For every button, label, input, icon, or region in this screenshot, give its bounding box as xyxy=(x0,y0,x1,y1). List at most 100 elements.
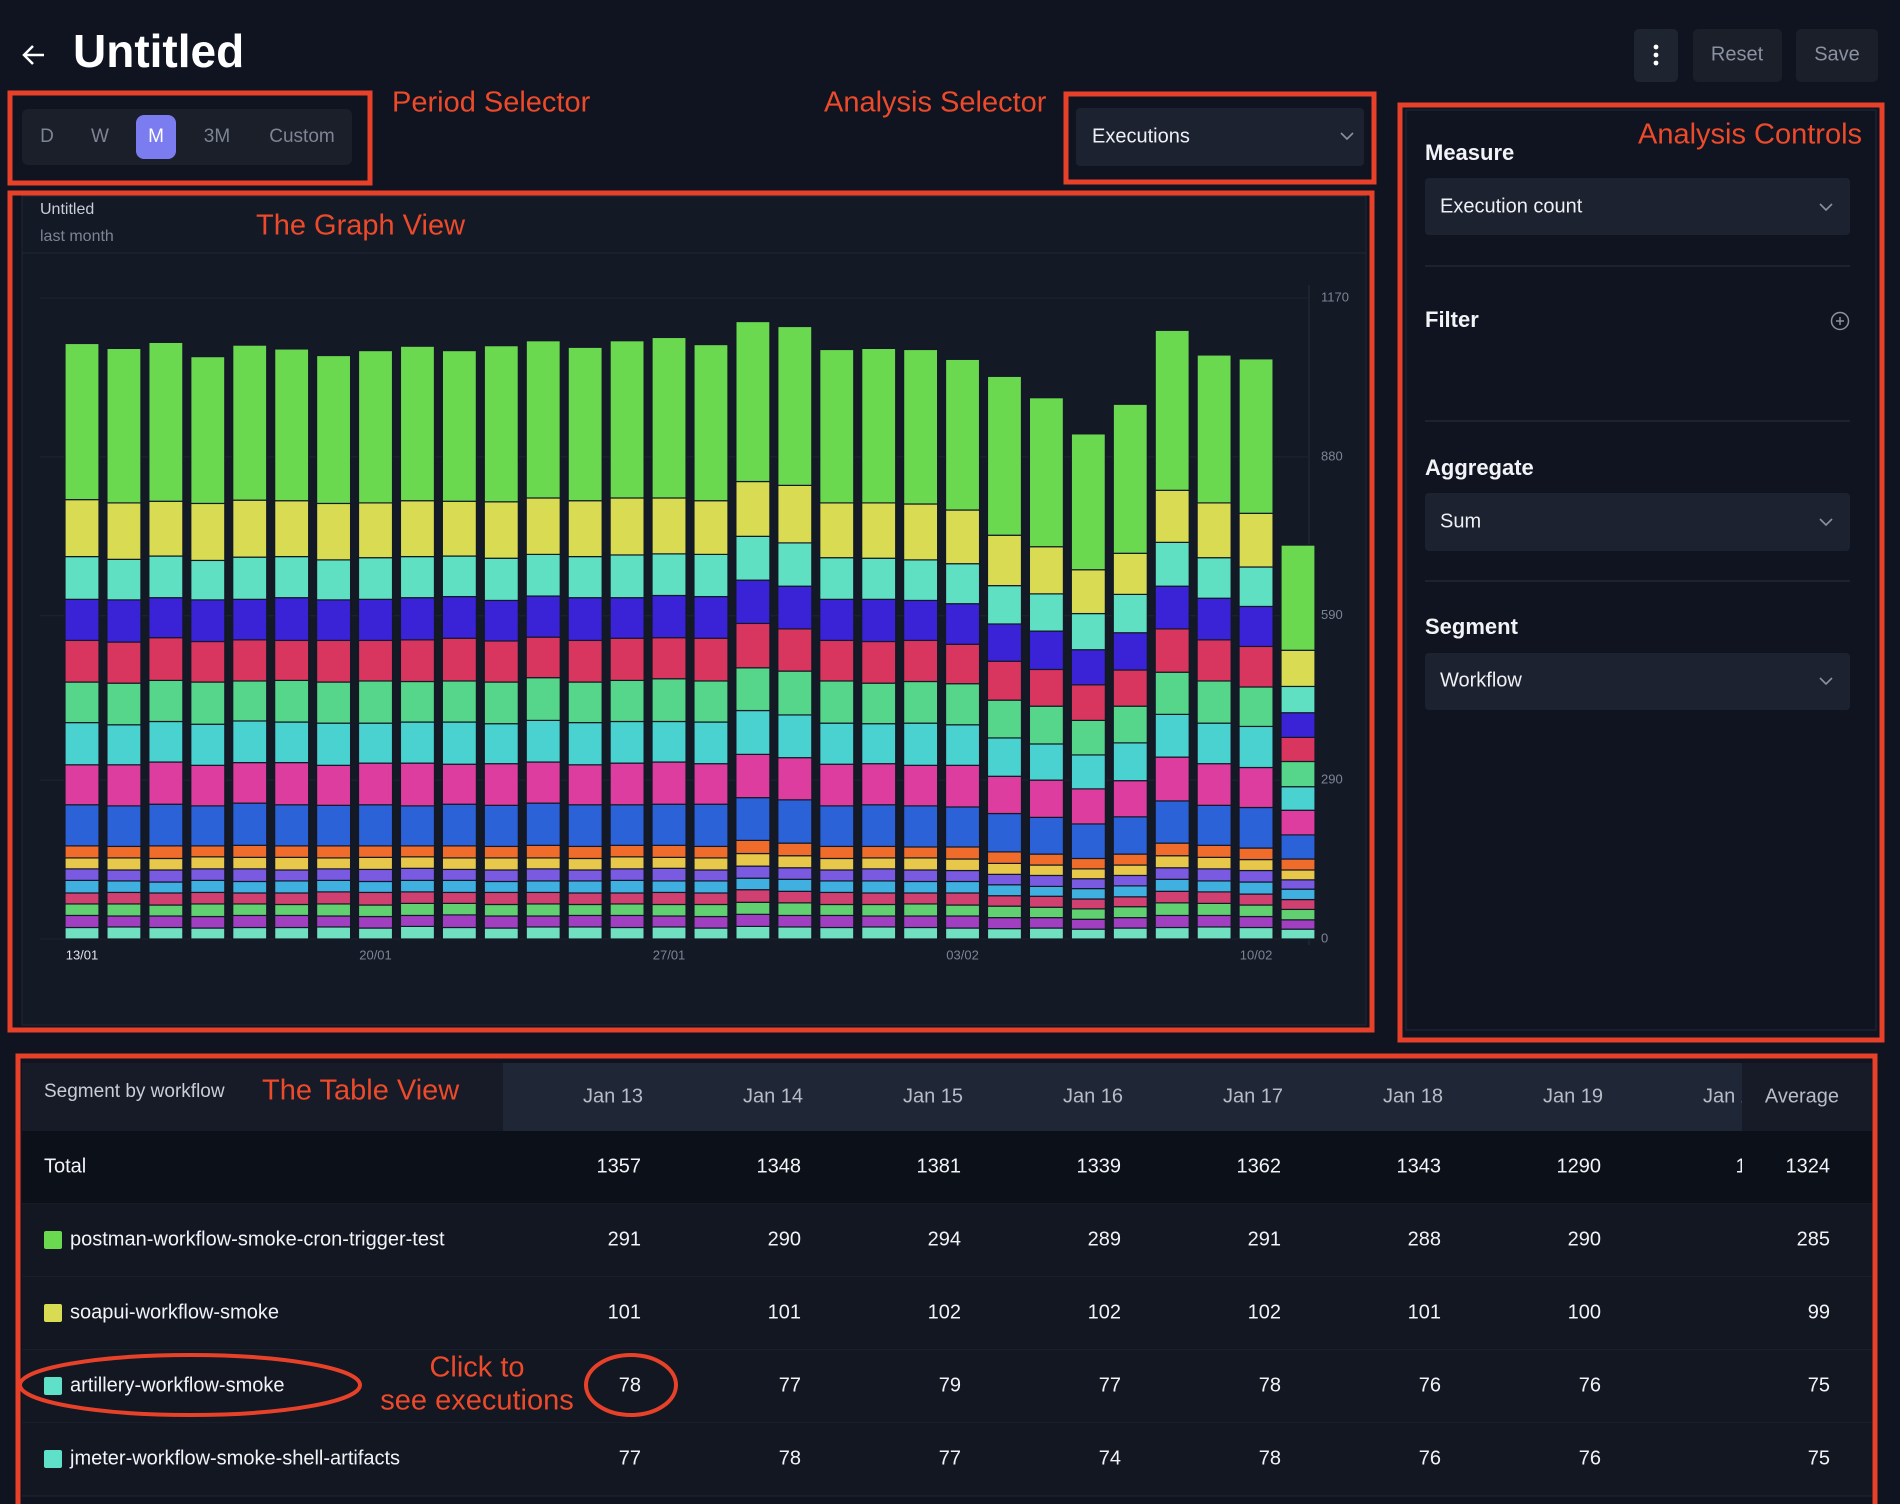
annotation: The Graph View xyxy=(256,210,466,242)
period-option[interactable]: Custom xyxy=(269,126,334,147)
bar-segment xyxy=(651,720,687,763)
bar-segment xyxy=(232,926,268,940)
bar-segment xyxy=(1280,736,1316,763)
table-cell[interactable]: 102 xyxy=(1088,1301,1121,1323)
bar-segment xyxy=(274,926,310,940)
table-cell[interactable]: 101 xyxy=(768,1301,801,1323)
bar-segment xyxy=(944,927,981,940)
bar-segment xyxy=(1070,887,1106,900)
bar-segment xyxy=(1112,593,1148,634)
row-label[interactable]: artillery-workflow-smoke xyxy=(70,1374,284,1396)
period-option[interactable]: 3M xyxy=(204,126,230,147)
bar-segment xyxy=(777,714,813,759)
bar-segment xyxy=(148,500,184,557)
save-label: Save xyxy=(1814,43,1860,65)
table-cell[interactable]: 77 xyxy=(939,1447,961,1469)
period-option[interactable]: D xyxy=(40,126,54,147)
bar-segment xyxy=(148,761,184,805)
table-cell[interactable]: 285 xyxy=(1797,1228,1830,1250)
bar-segment xyxy=(1028,816,1065,855)
table-cell[interactable]: 291 xyxy=(608,1228,641,1250)
table-cell[interactable]: 76 xyxy=(1579,1447,1601,1469)
table-cell[interactable]: 294 xyxy=(928,1228,961,1250)
bar-segment xyxy=(441,680,477,723)
table-cell[interactable]: 78 xyxy=(619,1374,641,1396)
bar-segment xyxy=(1280,544,1316,651)
table-cell[interactable]: 102 xyxy=(928,1301,961,1323)
bar-segment xyxy=(1028,593,1065,632)
bar-segment xyxy=(106,926,142,940)
add-filter[interactable] xyxy=(1830,311,1850,331)
table-cell[interactable]: 75 xyxy=(1808,1374,1830,1396)
analysis-dropdown[interactable] xyxy=(1076,108,1364,166)
reset-button[interactable] xyxy=(1693,29,1782,82)
bar-segment xyxy=(903,348,939,505)
aggregate-dropdown[interactable] xyxy=(1425,493,1850,551)
row-label[interactable]: postman-workflow-smoke-cron-trigger-test xyxy=(70,1228,445,1250)
bar-segment xyxy=(64,845,100,859)
bar-segment xyxy=(609,903,645,917)
bar-segment xyxy=(903,599,939,642)
bar-segment xyxy=(1028,927,1065,940)
bar-segment xyxy=(232,499,268,558)
bar-segment xyxy=(735,925,771,940)
annotation: The Table View xyxy=(262,1075,460,1107)
bar-segment xyxy=(399,555,436,599)
period-option[interactable]: M xyxy=(148,126,164,147)
table-cell[interactable]: 79 xyxy=(939,1374,961,1396)
segment-dropdown[interactable] xyxy=(1425,653,1850,710)
table-cell[interactable]: 101 xyxy=(1408,1301,1441,1323)
bar-segment xyxy=(861,557,897,600)
row-label[interactable]: soapui-workflow-smoke xyxy=(70,1301,279,1323)
bar-segment xyxy=(693,500,729,556)
bar-segment xyxy=(861,903,897,917)
bar-segment xyxy=(735,889,771,903)
table-cell[interactable]: 288 xyxy=(1408,1228,1441,1250)
bar-segment xyxy=(1196,902,1232,917)
table-cell[interactable]: 76 xyxy=(1579,1374,1601,1396)
control-label: Filter xyxy=(1425,307,1479,332)
table-cell[interactable]: 75 xyxy=(1808,1447,1830,1469)
chevron xyxy=(1819,518,1833,527)
table-cell[interactable]: 77 xyxy=(619,1447,641,1469)
bar-segment xyxy=(190,640,226,683)
table-cell[interactable]: 78 xyxy=(1259,1374,1281,1396)
table-cell[interactable]: 78 xyxy=(779,1447,801,1469)
table-cell[interactable]: 76 xyxy=(1419,1447,1441,1469)
table-cell[interactable]: 77 xyxy=(1099,1374,1121,1396)
table-cell[interactable]: 74 xyxy=(1099,1447,1121,1469)
bar-segment xyxy=(357,557,394,600)
bar-segment xyxy=(106,805,142,848)
table-cell[interactable]: 100 xyxy=(1568,1301,1601,1323)
measure-dropdown[interactable] xyxy=(1425,178,1850,235)
bar-segment xyxy=(1112,780,1148,818)
table-cell[interactable]: 102 xyxy=(1248,1301,1281,1323)
table-cell[interactable]: 290 xyxy=(1568,1228,1601,1250)
table-cell[interactable]: 289 xyxy=(1088,1228,1121,1250)
bar-segment xyxy=(232,639,268,682)
bar-segment xyxy=(986,534,1023,587)
bar-segment xyxy=(1028,874,1065,888)
save-button[interactable] xyxy=(1796,29,1878,82)
table-cell[interactable]: 77 xyxy=(779,1374,801,1396)
bar-segment xyxy=(1196,856,1232,870)
table-cell[interactable]: 99 xyxy=(1808,1301,1830,1323)
table-cell[interactable]: 76 xyxy=(1419,1374,1441,1396)
bar-segment xyxy=(986,851,1023,864)
bar-segment xyxy=(944,846,981,860)
table-cell[interactable]: 78 xyxy=(1259,1447,1281,1469)
bar-segment xyxy=(106,845,142,859)
period-option[interactable]: W xyxy=(91,126,109,147)
table-cell[interactable]: 290 xyxy=(768,1228,801,1250)
bar-segment xyxy=(1196,680,1232,724)
bar-segment xyxy=(861,723,897,765)
table-cell[interactable]: 291 xyxy=(1248,1228,1281,1250)
column-header: Jan 13 xyxy=(583,1085,643,1107)
table-cell[interactable]: 101 xyxy=(608,1301,641,1323)
row-label[interactable]: jmeter-workflow-smoke-shell-artifacts xyxy=(69,1447,400,1469)
bar-segment xyxy=(903,639,939,683)
segment-value: Workflow xyxy=(1440,669,1522,691)
bar-segment xyxy=(1280,928,1316,940)
bar-segment xyxy=(861,763,897,806)
back-arrow[interactable] xyxy=(22,45,44,65)
